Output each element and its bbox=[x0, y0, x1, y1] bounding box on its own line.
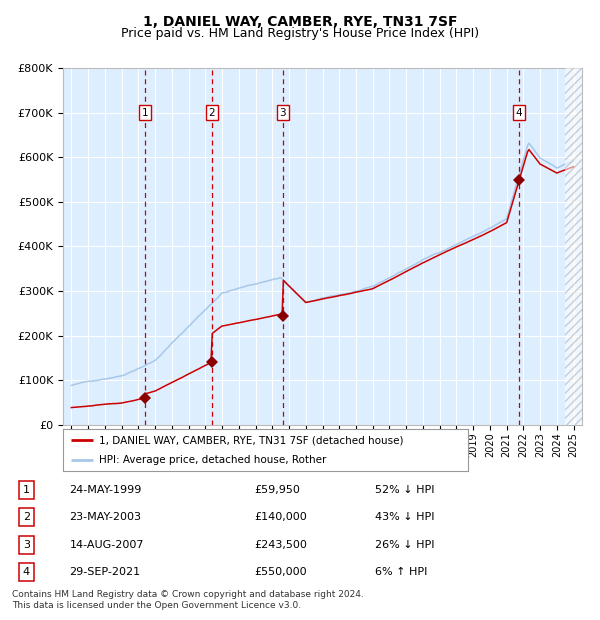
Text: 1: 1 bbox=[23, 485, 30, 495]
Text: 1: 1 bbox=[142, 108, 148, 118]
Text: 4: 4 bbox=[23, 567, 30, 577]
Text: £243,500: £243,500 bbox=[254, 540, 307, 550]
Text: 4: 4 bbox=[516, 108, 523, 118]
Text: 1, DANIEL WAY, CAMBER, RYE, TN31 7SF (detached house): 1, DANIEL WAY, CAMBER, RYE, TN31 7SF (de… bbox=[100, 435, 404, 445]
Text: £140,000: £140,000 bbox=[254, 512, 307, 522]
Text: £550,000: £550,000 bbox=[254, 567, 307, 577]
Text: 2: 2 bbox=[23, 512, 30, 522]
Text: 43% ↓ HPI: 43% ↓ HPI bbox=[375, 512, 434, 522]
Bar bbox=[565, 68, 582, 425]
Text: 3: 3 bbox=[23, 540, 30, 550]
Text: 52% ↓ HPI: 52% ↓ HPI bbox=[375, 485, 434, 495]
Text: 24-MAY-1999: 24-MAY-1999 bbox=[70, 485, 142, 495]
Text: 14-AUG-2007: 14-AUG-2007 bbox=[70, 540, 144, 550]
Text: 2: 2 bbox=[209, 108, 215, 118]
Text: 1, DANIEL WAY, CAMBER, RYE, TN31 7SF: 1, DANIEL WAY, CAMBER, RYE, TN31 7SF bbox=[143, 16, 457, 30]
Text: Contains HM Land Registry data © Crown copyright and database right 2024.
This d: Contains HM Land Registry data © Crown c… bbox=[12, 590, 364, 609]
Text: HPI: Average price, detached house, Rother: HPI: Average price, detached house, Roth… bbox=[100, 455, 327, 465]
Text: £59,950: £59,950 bbox=[254, 485, 300, 495]
Text: 26% ↓ HPI: 26% ↓ HPI bbox=[375, 540, 434, 550]
Text: 3: 3 bbox=[280, 108, 286, 118]
Text: 23-MAY-2003: 23-MAY-2003 bbox=[70, 512, 142, 522]
Text: 29-SEP-2021: 29-SEP-2021 bbox=[70, 567, 141, 577]
Text: 6% ↑ HPI: 6% ↑ HPI bbox=[375, 567, 427, 577]
Text: Price paid vs. HM Land Registry's House Price Index (HPI): Price paid vs. HM Land Registry's House … bbox=[121, 27, 479, 40]
